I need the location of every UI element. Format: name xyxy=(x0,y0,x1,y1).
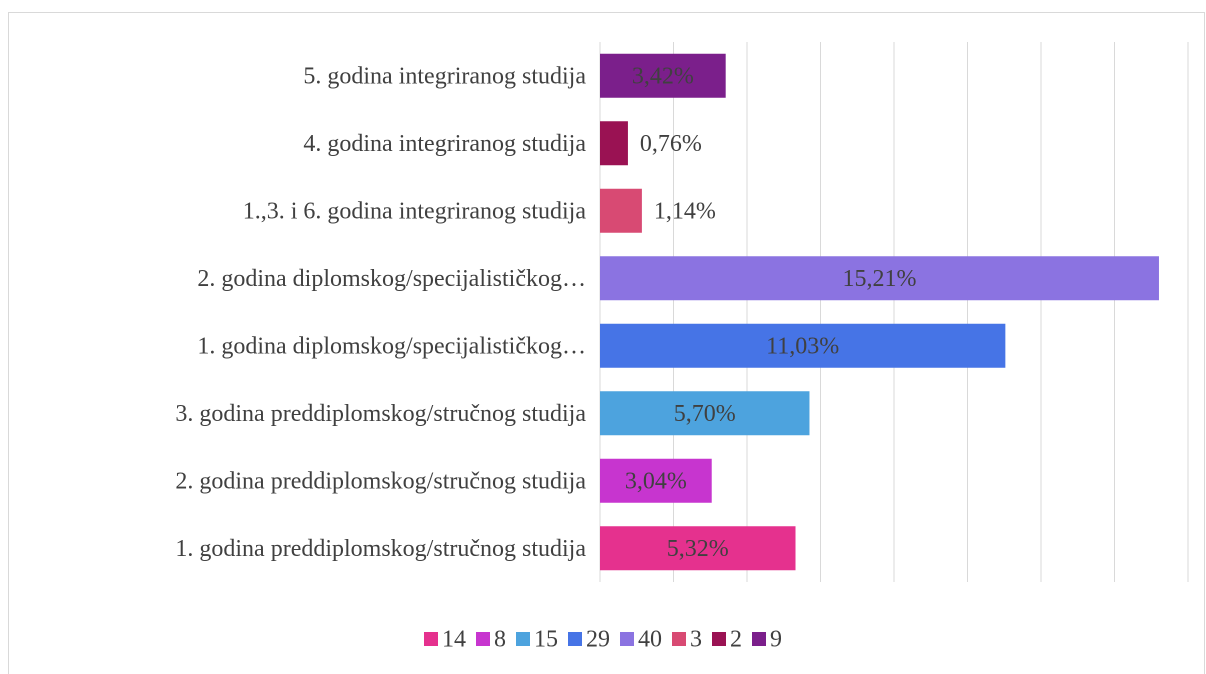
legend-label: 2 xyxy=(730,627,742,653)
y-tick-label: 4. godina integriranog studija xyxy=(303,131,586,157)
legend-swatch xyxy=(516,632,530,646)
bar xyxy=(600,53,726,98)
value-label: 3,42% xyxy=(632,63,694,89)
value-label: 3,04% xyxy=(625,468,687,494)
legend-swatch xyxy=(672,632,686,646)
legend-label: 9 xyxy=(770,627,782,653)
legend-swatch xyxy=(712,632,726,646)
value-label: 5,32% xyxy=(667,536,729,562)
legend-label: 3 xyxy=(690,627,702,653)
legend-swatch xyxy=(620,632,634,646)
y-tick-label: 1. godina diplomskog/specijalističkog… xyxy=(197,333,586,359)
value-label: 15,21% xyxy=(842,266,916,292)
bar xyxy=(600,526,796,571)
bar xyxy=(600,256,1159,301)
bar xyxy=(600,323,1006,368)
legend-label: 15 xyxy=(534,627,558,653)
value-label: 1,14% xyxy=(654,198,716,224)
bar xyxy=(600,458,712,503)
legend-swatch xyxy=(476,632,490,646)
y-tick-label: 5. godina integriranog studija xyxy=(303,63,586,89)
bar xyxy=(600,391,810,436)
legend-swatch xyxy=(424,632,438,646)
value-label: 5,70% xyxy=(674,401,736,427)
legend-swatch xyxy=(568,632,582,646)
value-label: 0,76% xyxy=(640,131,702,157)
y-tick-label: 1. godina preddiplomskog/stručnog studij… xyxy=(175,536,586,562)
y-tick-label: 3. godina preddiplomskog/stručnog studij… xyxy=(175,401,586,427)
y-tick-label: 2. godina diplomskog/specijalističkog… xyxy=(197,266,586,292)
value-label: 11,03% xyxy=(766,333,839,359)
y-tick-label: 2. godina preddiplomskog/stručnog studij… xyxy=(175,468,586,494)
legend-label: 40 xyxy=(638,627,662,653)
chart-border xyxy=(8,12,1205,674)
legend-label: 14 xyxy=(442,627,466,653)
legend-label: 29 xyxy=(586,627,610,653)
y-tick-label: 1.,3. i 6. godina integriranog studija xyxy=(243,198,587,224)
legend-label: 8 xyxy=(494,627,506,653)
legend-swatch xyxy=(752,632,766,646)
bar xyxy=(600,121,628,166)
bar xyxy=(600,188,642,233)
